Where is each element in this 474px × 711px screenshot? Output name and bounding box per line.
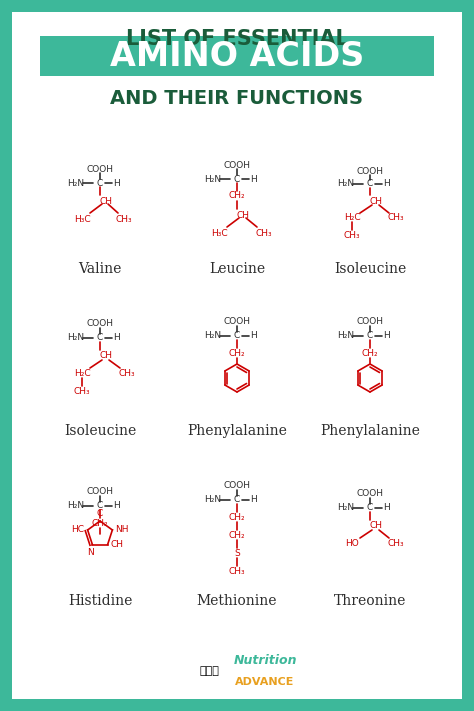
Text: CH₂: CH₂ (228, 348, 246, 358)
Text: CH₃: CH₃ (118, 370, 135, 378)
Text: Valine: Valine (78, 262, 122, 276)
Text: COOH: COOH (356, 489, 383, 498)
Text: COOH: COOH (224, 161, 250, 169)
Text: Leucine: Leucine (209, 262, 265, 276)
Text: CH: CH (237, 210, 249, 220)
Text: C: C (97, 178, 103, 188)
Text: H: H (383, 331, 391, 341)
Text: CH₂: CH₂ (228, 191, 246, 201)
Text: H₂C: H₂C (344, 213, 360, 223)
Text: H₃C: H₃C (210, 228, 228, 237)
Text: NH: NH (115, 525, 129, 535)
Text: ADVANCE: ADVANCE (235, 677, 295, 687)
Text: H₂N: H₂N (337, 331, 355, 341)
Text: CH: CH (100, 351, 112, 360)
Text: C: C (367, 179, 373, 188)
Text: CH₃: CH₃ (388, 538, 404, 547)
Text: COOH: COOH (86, 319, 113, 328)
Text: CH: CH (370, 196, 383, 205)
Text: C: C (367, 503, 373, 513)
Text: C: C (234, 331, 240, 341)
Text: COOH: COOH (224, 481, 250, 491)
Text: Isoleucine: Isoleucine (64, 424, 136, 438)
Text: C: C (97, 333, 103, 343)
Text: COOH: COOH (356, 166, 383, 176)
Text: Threonine: Threonine (334, 594, 406, 608)
Text: C: C (234, 174, 240, 183)
Text: HC: HC (71, 525, 83, 535)
Text: CH₂: CH₂ (91, 518, 109, 528)
Text: CH: CH (110, 540, 124, 549)
Text: H₂N: H₂N (67, 178, 84, 188)
Text: CH₃: CH₃ (388, 213, 404, 223)
Text: CH₃: CH₃ (344, 232, 360, 240)
Text: Nutrition: Nutrition (233, 654, 297, 667)
Text: H: H (251, 331, 257, 341)
Bar (40, 36, 434, 76)
Text: Histidine: Histidine (68, 594, 132, 608)
Text: H: H (251, 496, 257, 505)
Text: Isoleucine: Isoleucine (334, 262, 406, 276)
Text: C: C (97, 501, 103, 510)
Text: H₂N: H₂N (67, 333, 84, 343)
Text: CH₃: CH₃ (255, 228, 272, 237)
Text: H₂N: H₂N (204, 174, 221, 183)
Text: H₂N: H₂N (204, 331, 221, 341)
Text: LIST OF ESSENTIAL: LIST OF ESSENTIAL (126, 29, 348, 49)
Text: Methionine: Methionine (197, 594, 277, 608)
Text: H: H (251, 174, 257, 183)
Text: C: C (367, 331, 373, 341)
Text: CH₃: CH₃ (228, 567, 246, 575)
Text: AND THEIR FUNCTIONS: AND THEIR FUNCTIONS (110, 90, 364, 109)
Text: AMINO ACIDS: AMINO ACIDS (110, 40, 364, 73)
Text: H₂C: H₂C (73, 370, 91, 378)
Text: COOH: COOH (224, 318, 250, 326)
Text: H: H (114, 333, 120, 343)
Text: CH₂: CH₂ (228, 530, 246, 540)
Text: HO: HO (345, 538, 359, 547)
Text: S: S (234, 548, 240, 557)
Text: CH₂: CH₂ (362, 348, 378, 358)
Text: H₃C: H₃C (73, 215, 91, 223)
Text: CH: CH (370, 521, 383, 530)
Text: 🍊🥑🍓: 🍊🥑🍓 (199, 666, 219, 676)
Text: H: H (383, 179, 391, 188)
Text: H₂N: H₂N (337, 179, 355, 188)
Text: H: H (383, 503, 391, 513)
Text: C: C (234, 496, 240, 505)
Text: CH₂: CH₂ (228, 513, 246, 521)
Text: C: C (97, 509, 103, 518)
Text: COOH: COOH (86, 488, 113, 496)
Text: COOH: COOH (356, 318, 383, 326)
Text: H: H (114, 178, 120, 188)
Text: COOH: COOH (86, 164, 113, 173)
Text: H₂N: H₂N (204, 496, 221, 505)
Text: CH₃: CH₃ (116, 215, 132, 223)
Text: H₂N: H₂N (337, 503, 355, 513)
Text: CH₃: CH₃ (73, 387, 91, 397)
Text: Phenylalanine: Phenylalanine (187, 424, 287, 438)
Text: H: H (114, 501, 120, 510)
Text: H₂N: H₂N (67, 501, 84, 510)
Text: Phenylalanine: Phenylalanine (320, 424, 420, 438)
Text: N: N (87, 547, 94, 557)
Text: CH: CH (100, 196, 112, 205)
